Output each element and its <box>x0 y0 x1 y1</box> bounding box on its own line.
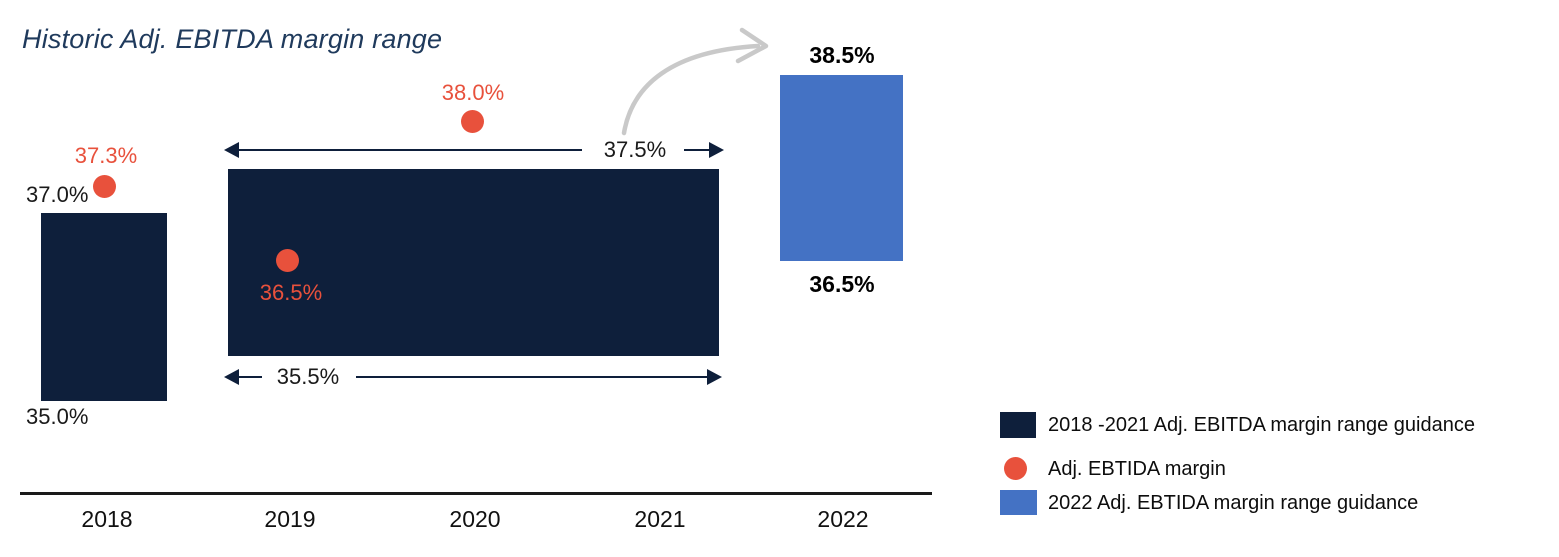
arrowhead-left-icon <box>224 142 239 158</box>
legend-blue-square-icon <box>1000 490 1037 515</box>
bar-2022-range <box>780 75 903 261</box>
legend-item-label: 2018 -2021 Adj. EBITDA margin range guid… <box>1048 414 1475 436</box>
datapoint-dot-2019 <box>276 249 299 272</box>
annotation-curved-arrow-icon <box>621 27 769 136</box>
arrowhead-right-icon <box>709 142 724 158</box>
range-high-measure-arrow <box>224 142 724 158</box>
label-dot-2019: 36.5% <box>259 280 323 305</box>
label-2018-low: 35.0% <box>26 404 89 429</box>
datapoint-dot-2018 <box>93 175 116 198</box>
label-2018-high: 37.0% <box>26 182 89 207</box>
legend-navy-square-icon <box>1000 412 1036 438</box>
label-range-low: 35.5% <box>276 364 340 389</box>
legend-item-label: 2022 Adj. EBTIDA margin range guidance <box>1048 492 1419 514</box>
legend-red-dot-icon <box>1004 457 1027 480</box>
legend-item-label: Adj. EBTIDA margin <box>1048 458 1226 480</box>
bar-2018-range <box>41 213 167 401</box>
x-tick-2021: 2021 <box>634 506 686 532</box>
label-2022-low: 36.5% <box>809 271 875 297</box>
x-tick-2018: 2018 <box>81 506 133 532</box>
arrowhead-left-icon <box>224 369 239 385</box>
label-2022-high: 38.5% <box>809 42 875 68</box>
x-axis-line <box>20 492 932 495</box>
datapoint-dot-2020 <box>461 110 484 133</box>
x-tick-2020: 2020 <box>449 506 501 532</box>
label-dot-2020: 38.0% <box>441 80 505 105</box>
bar-2019-2021-range <box>228 169 719 356</box>
label-dot-2018: 37.3% <box>74 143 138 168</box>
range-low-measure-arrow <box>224 369 722 385</box>
arrowhead-right-icon <box>707 369 722 385</box>
x-tick-2022: 2022 <box>817 506 869 532</box>
x-tick-2019: 2019 <box>264 506 316 532</box>
label-range-high: 37.5% <box>603 137 667 162</box>
chart-title: Historic Adj. EBITDA margin range <box>22 24 443 54</box>
